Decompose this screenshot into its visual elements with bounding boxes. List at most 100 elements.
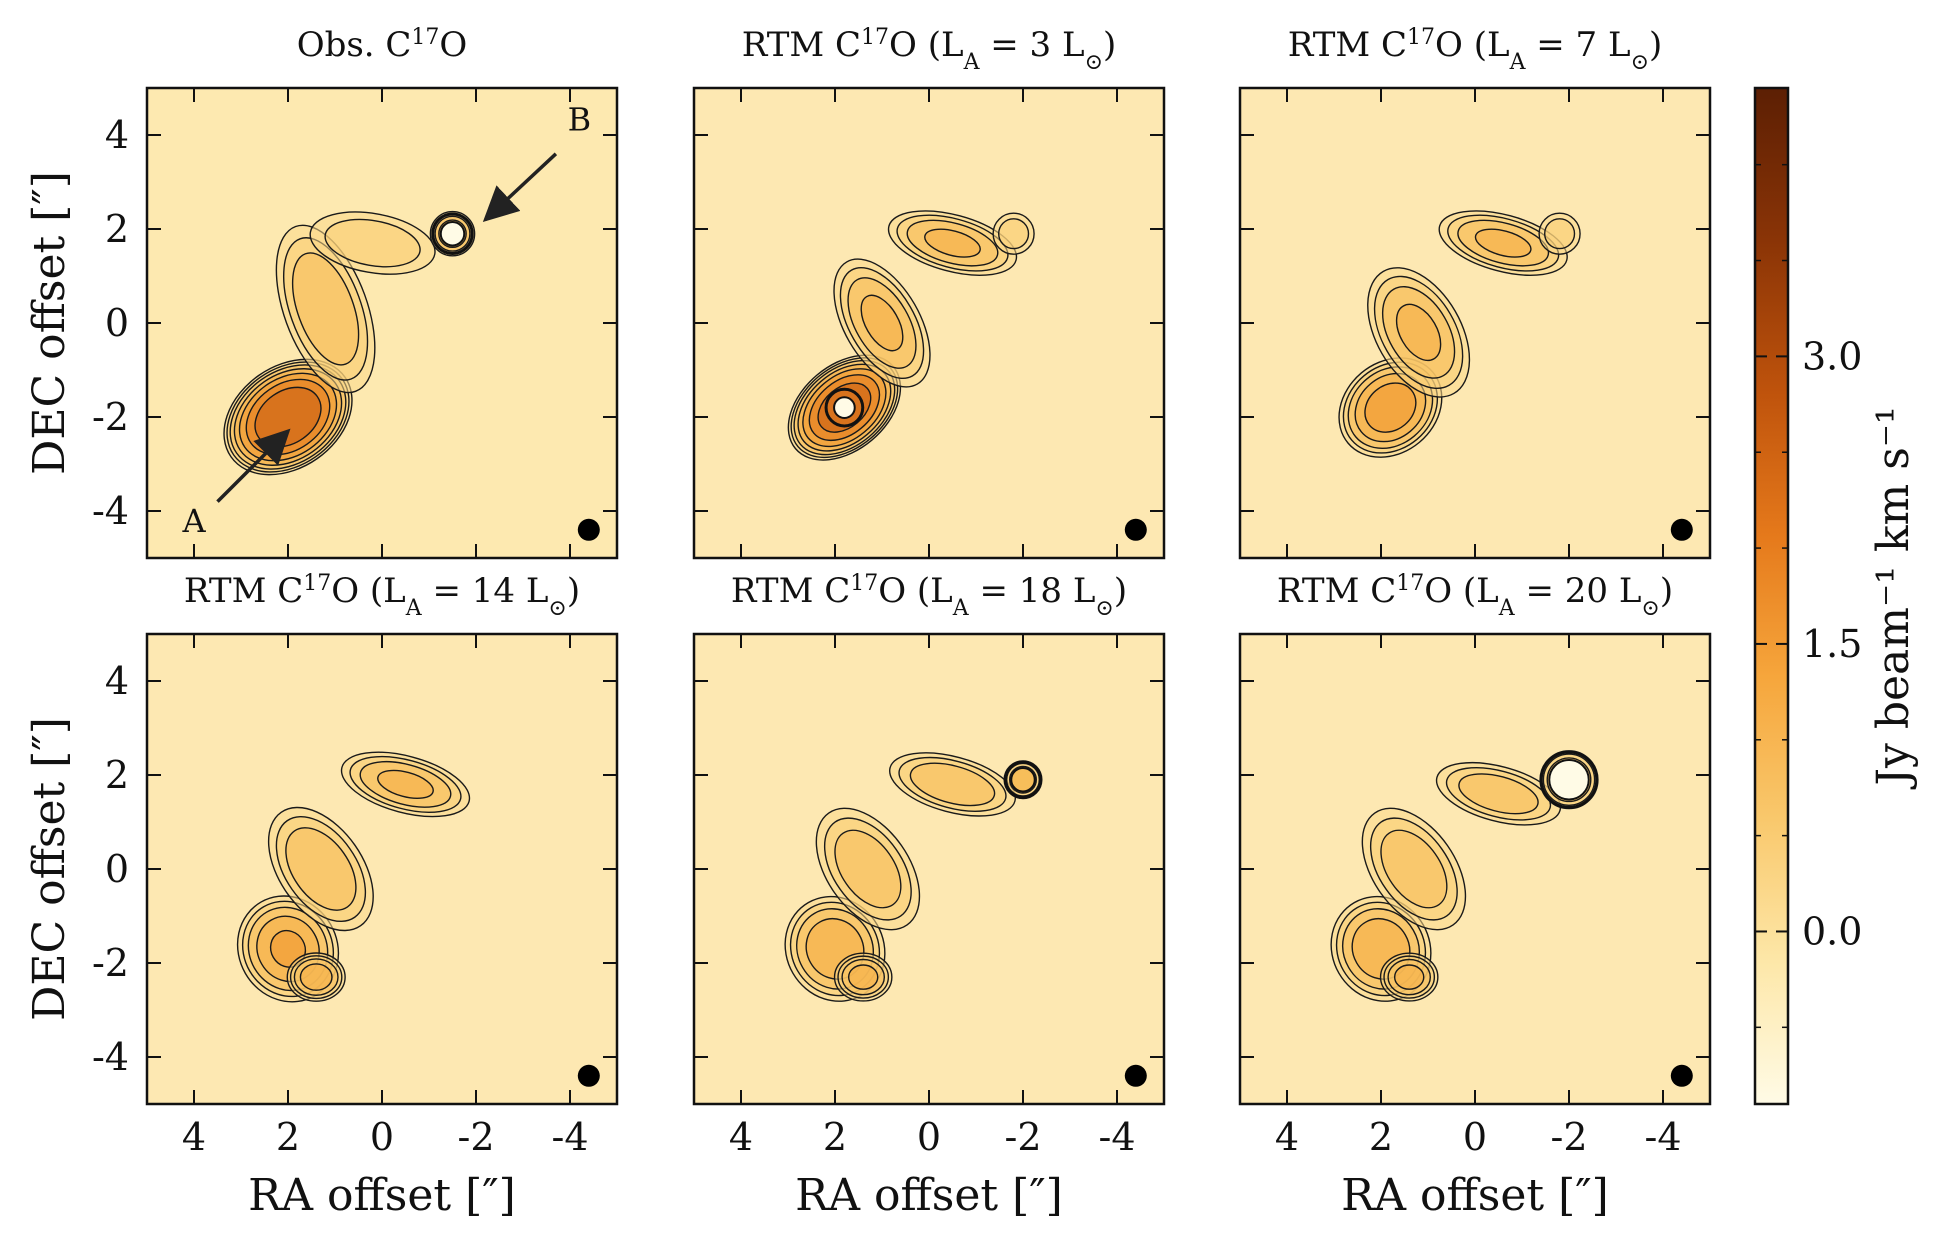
contour-line bbox=[808, 374, 881, 442]
emission-hole bbox=[1548, 758, 1590, 801]
contour-line bbox=[245, 378, 331, 456]
contour-line bbox=[887, 210, 1018, 276]
contour-line bbox=[906, 219, 999, 267]
contour-line bbox=[1383, 955, 1436, 999]
x-tick-label: 4 bbox=[729, 1115, 753, 1159]
emission-hole bbox=[439, 220, 466, 247]
emission-fill bbox=[910, 763, 995, 806]
y-axis-label: DEC offset [″] bbox=[24, 171, 75, 475]
title-text: O (L bbox=[1424, 571, 1499, 611]
contour-line bbox=[1544, 218, 1576, 250]
title-text: ) bbox=[567, 571, 580, 611]
y-tick-label: -4 bbox=[92, 489, 129, 533]
contour-line bbox=[359, 760, 452, 808]
contour-line bbox=[833, 258, 931, 388]
x-tick-label: -2 bbox=[457, 1115, 494, 1159]
x-tick-label: -4 bbox=[1644, 1115, 1681, 1159]
title-text: RTM C bbox=[184, 571, 303, 611]
x-tick-label: -4 bbox=[1098, 1115, 1135, 1159]
contour-line bbox=[847, 277, 917, 369]
colorbar-layer: 0.0 1.5 3.0Jy beam⁻¹ km s⁻¹ bbox=[1753, 86, 1919, 1106]
contour-ring bbox=[431, 212, 474, 255]
contour-line bbox=[841, 958, 886, 996]
y-tick-label: 2 bbox=[105, 753, 129, 797]
y-tick-label: 4 bbox=[105, 659, 129, 703]
x-axis-label: RA offset [″] bbox=[795, 1170, 1063, 1221]
emission-fill bbox=[1475, 229, 1531, 258]
panel-obs: Obs. C17O A B 4 2 0 -2 -4 DEC offset [″] bbox=[24, 25, 619, 560]
beam-marker bbox=[577, 1064, 600, 1087]
x-tick-label: 0 bbox=[370, 1115, 394, 1159]
contour-line bbox=[349, 755, 462, 813]
annotation-b: B bbox=[568, 100, 592, 138]
contour-line bbox=[434, 215, 471, 252]
colorbar-label: Jy beam⁻¹ km s⁻¹ bbox=[1868, 406, 1919, 789]
y-tick-label: -2 bbox=[92, 941, 129, 985]
y-tick-label: -4 bbox=[92, 1035, 129, 1079]
contour-line bbox=[377, 769, 434, 800]
contour-line bbox=[1381, 286, 1456, 379]
title-text: Obs. C bbox=[297, 25, 412, 65]
emission-fill bbox=[1396, 304, 1441, 361]
contour-line bbox=[283, 237, 369, 381]
contour-line bbox=[815, 807, 921, 931]
title-text: RTM C bbox=[742, 25, 861, 65]
title-superscript: 17 bbox=[850, 571, 878, 596]
x-tick-label: -4 bbox=[551, 1115, 588, 1159]
title-subscript: A bbox=[963, 50, 981, 75]
title-superscript: 17 bbox=[1407, 25, 1435, 50]
panel-rtm7: RTM C17O (LA = 7 L⊙) bbox=[1238, 25, 1712, 560]
emission-fill bbox=[270, 930, 306, 968]
emission-fill bbox=[834, 830, 901, 908]
contour-line bbox=[1435, 761, 1562, 826]
contour-line bbox=[898, 756, 1007, 812]
colorbar-tick-label: 0.0 bbox=[1802, 909, 1862, 953]
contour-line bbox=[1361, 807, 1467, 931]
panel-rtm18: RTM C17O (LA = 18 L⊙) 4 2 0 -2 -4 RA offset [″… bbox=[692, 571, 1166, 1221]
emission-hole bbox=[833, 396, 856, 419]
contour-line bbox=[299, 963, 333, 991]
contour-line bbox=[817, 382, 872, 433]
beam-marker bbox=[1124, 518, 1147, 541]
emission-fill bbox=[1380, 830, 1447, 908]
x-tick-label: 0 bbox=[1463, 1115, 1487, 1159]
contour-line bbox=[1438, 210, 1568, 276]
emission-fill bbox=[998, 218, 1029, 249]
title-luminosity: = 14 L bbox=[422, 571, 549, 611]
contour-line bbox=[293, 958, 339, 996]
x-tick-label: -2 bbox=[1550, 1115, 1587, 1159]
beam-marker bbox=[1670, 518, 1693, 541]
title-text: RTM C bbox=[1277, 571, 1396, 611]
contour-line bbox=[1542, 753, 1596, 806]
panel-background bbox=[147, 634, 617, 1104]
contour-line bbox=[291, 252, 360, 366]
contour-line bbox=[289, 955, 343, 1000]
title-superscript: 17 bbox=[411, 25, 439, 50]
panel-title: RTM C17O (LA = 18 L⊙) bbox=[731, 571, 1127, 621]
beam-marker bbox=[1124, 1064, 1147, 1087]
sun-symbol: ⊙ bbox=[1085, 50, 1103, 75]
contour-line bbox=[1387, 958, 1432, 996]
emission-fill bbox=[300, 963, 332, 991]
contour-line bbox=[992, 212, 1035, 255]
x-tick-label: 2 bbox=[276, 1115, 300, 1159]
contour-line bbox=[860, 294, 904, 352]
contour-line bbox=[1373, 275, 1464, 390]
y-tick-label: 2 bbox=[105, 207, 129, 251]
contour-line bbox=[909, 762, 996, 807]
contour-line bbox=[1445, 767, 1552, 821]
emission-fill bbox=[861, 295, 903, 351]
title-text: ) bbox=[1114, 571, 1127, 611]
beam-marker bbox=[577, 518, 600, 541]
panel-title: RTM C17O (LA = 14 L⊙) bbox=[184, 571, 580, 621]
panel-title: RTM C17O (LA = 3 L⊙) bbox=[742, 25, 1117, 75]
emission-fill bbox=[377, 770, 434, 799]
y-axis-label: DEC offset [″] bbox=[24, 717, 75, 1021]
title-text: O (L bbox=[1435, 25, 1510, 65]
emission-fill bbox=[1458, 773, 1539, 814]
contour-line bbox=[286, 952, 346, 1002]
title-subscript: A bbox=[1498, 596, 1516, 621]
x-axis-label: RA offset [″] bbox=[248, 1170, 516, 1221]
